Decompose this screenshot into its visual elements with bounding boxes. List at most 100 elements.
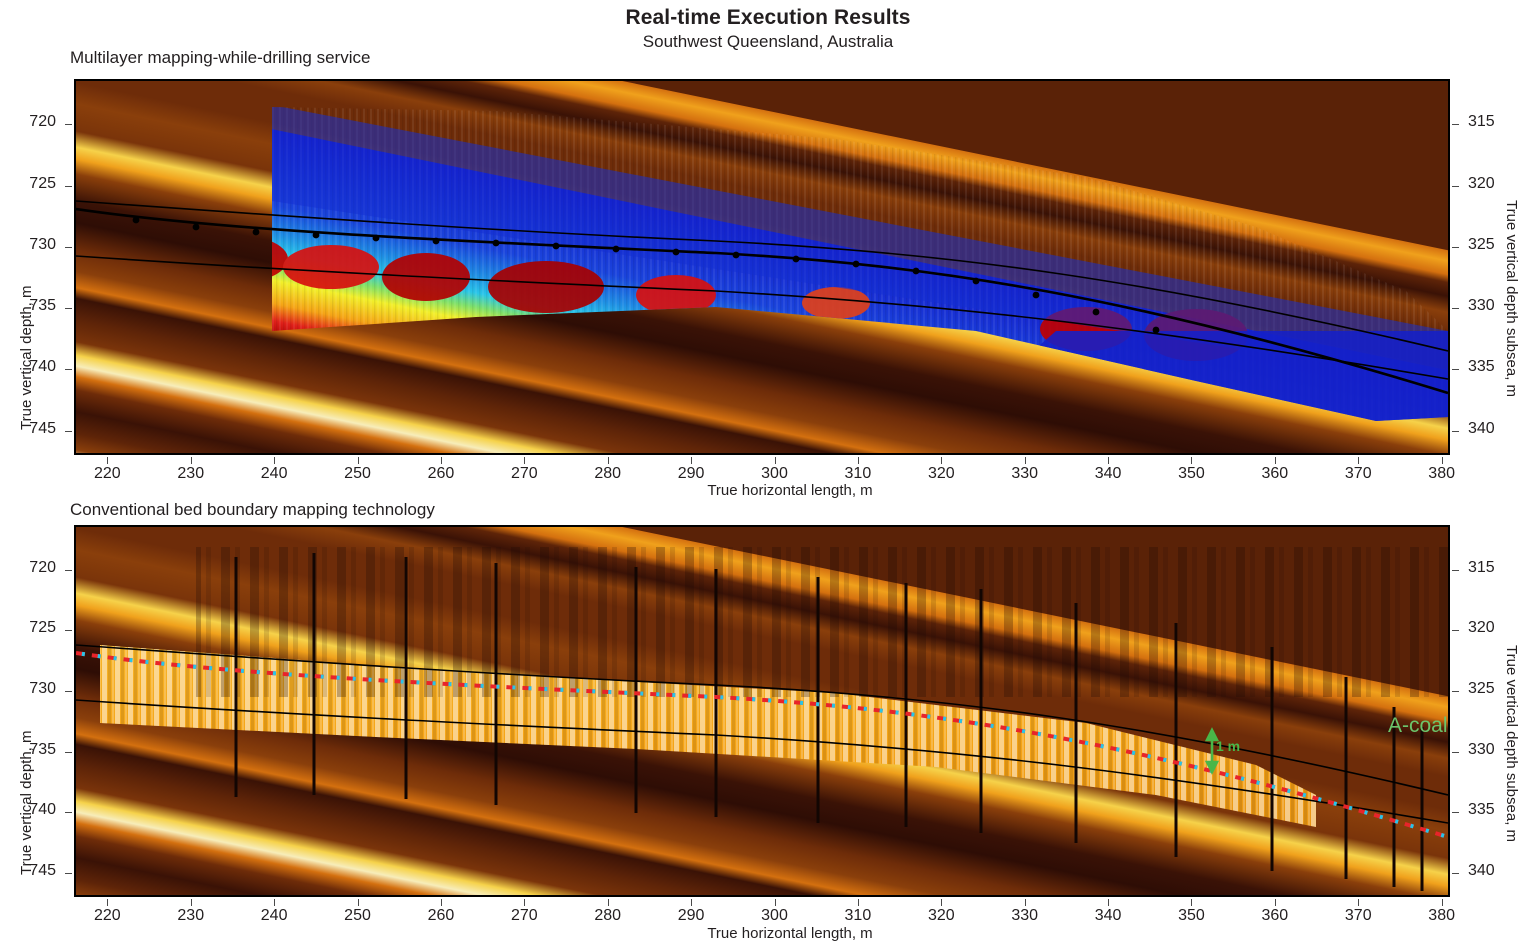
section-divider-lines [234,553,1424,891]
panel-1-ytick-left-730: 730 [29,680,56,697]
panel-0-ytick-left-730: 730 [29,235,56,253]
panel-0-ytick-left-735: 735 [29,297,56,315]
panel-1-xtick-290: 290 [677,907,705,924]
panel-1-xtickmark-240 [274,899,276,906]
panel-0-xtick-360: 360 [1261,465,1289,482]
panel-1-xtickmark-230 [190,899,192,906]
panel-1-xtickmark-300 [774,899,776,906]
panel-0-xtick-330: 330 [1011,465,1039,482]
panel-0-ytickmark-left-745 [65,430,72,432]
panel-1-xtick-330: 330 [1011,907,1039,924]
panel-top-plot-area[interactable] [74,79,1450,455]
panel-1-ytickmark-right-340 [1452,872,1459,874]
panel-1-xtick-350: 350 [1178,907,1205,924]
panel-1-ytickmark-right-320 [1452,630,1459,632]
panel-0-xtickmark-330 [1024,457,1026,464]
panel-1-xtick-230: 230 [177,907,205,924]
panel-1-ytick-right-320: 320 [1468,619,1495,637]
a-coal-label: A-coal [1388,714,1448,737]
panel-1-ytickmark-right-325 [1452,691,1459,692]
panel-0-ytick-left-725: 725 [29,174,56,192]
panel-0-xtick-240: 240 [260,465,288,482]
panel-0-ytickmark-right-315 [1452,124,1459,126]
panel-1-xtick-270: 270 [510,907,538,924]
panel-1-ytick-right-325: 325 [1468,680,1495,697]
panel-bottom-caption: Conventional bed boundary mapping techno… [70,500,435,519]
panel-1-xtick-320: 320 [927,907,955,924]
panel-0-xtick-220: 220 [93,465,121,482]
panel-1-xtickmark-340 [1108,899,1110,906]
log-sample-columns [196,547,1448,697]
panel-0-xtickmark-350 [1191,457,1193,464]
panel-0-xtickmark-260 [440,457,442,464]
panel-0-xtickmark-250 [357,457,359,464]
panel-1-xtick-280: 280 [594,907,622,924]
well-trajectory [76,207,1448,395]
panel-1-xtickmark-380 [1441,899,1443,906]
panel-1-ytick-right-340: 340 [1468,861,1495,879]
panel-1-xtickmark-280 [607,899,609,906]
panel-0-xtick-290: 290 [677,465,705,482]
panel-0-ytickmark-right-340 [1452,430,1459,432]
panel-1-ytick-left-720: 720 [29,558,56,576]
panel-0-xtickmark-230 [190,457,192,464]
panel-0-xtickmark-380 [1441,457,1443,464]
panel-1-xtickmark-250 [357,899,359,906]
panel-1-xtick-240: 240 [260,907,288,924]
panel-1-ytickmark-left-720 [65,569,72,571]
bed-boundary-lower [76,255,1448,380]
panel-1-xtickmark-220 [107,899,109,906]
panel-0-xtick-250: 250 [344,465,371,482]
panel-0-ytick-right-325: 325 [1468,235,1495,253]
panel-1-ytickmark-right-335 [1452,812,1459,814]
panel-1-ytick-left-725: 725 [29,619,56,637]
panel-0-xtickmark-340 [1108,457,1110,464]
panel-0-ytickmark-right-335 [1452,369,1459,371]
panel-0-ytick-right-320: 320 [1468,174,1495,192]
panel-1-xtick-380: 380 [1428,907,1455,924]
panel-0-ytick-right-315: 315 [1468,113,1495,131]
panel-0-ytickmark-left-725 [65,185,72,187]
panel-bottom-canvas [76,527,1448,895]
panel-0-ytick-left-740: 740 [29,358,56,376]
panel-0-ytick-left-720: 720 [29,113,56,131]
well-trajectory-dashed [76,651,1448,839]
panel-0-xtickmark-240 [274,457,276,464]
mapped-boundary-upper [76,644,1448,796]
panel-0-xtick-310: 310 [844,465,872,482]
panel-bottom-plot-area[interactable] [74,525,1450,897]
panel-0-xtickmark-220 [107,457,109,464]
panel-0-ytick-left-745: 745 [29,419,56,437]
panel-0-xtickmark-300 [774,457,776,464]
panel-0-xtick-320: 320 [927,465,955,482]
panel-0-xtick-260: 260 [427,465,455,482]
panel-0-xtick-380: 380 [1428,465,1455,482]
panel-1-ytickmark-left-730 [65,691,72,692]
panel-0-ytick-right-335: 335 [1468,358,1495,376]
panel-0-xtick-230: 230 [177,465,205,482]
panel-1-ytick-left-740: 740 [29,801,56,819]
panel-1-ytickmark-left-740 [65,812,72,814]
panel-1-ytick-right-335: 335 [1468,801,1495,819]
panel-1-xtick-260: 260 [427,907,455,924]
panel-1-xtickmark-360 [1274,899,1276,906]
panel-1-ytickmark-right-330 [1452,751,1459,753]
panel-1-xtick-300: 300 [761,907,788,924]
panel-1-xtickmark-310 [857,899,859,906]
survey-station-markers [132,216,1160,334]
panel-0-xtick-340: 340 [1094,465,1122,482]
panel-0-ytickmark-left-740 [65,369,72,371]
panel-1-xtickmark-260 [440,899,442,906]
panel-1-ytickmark-left-745 [65,872,72,874]
panel-0-ytickmark-right-320 [1452,185,1459,187]
panel-0-ytick-right-330: 330 [1468,297,1495,315]
panel-0-xtick-270: 270 [510,465,538,482]
panel-bottom-x-label: True horizontal length, m [707,925,873,942]
panel-0-xtickmark-310 [857,457,859,464]
mapped-boundary-lower [76,699,1448,824]
panel-1-xtickmark-330 [1024,899,1026,906]
panel-0-ytickmark-left-735 [65,308,72,310]
panel-1-ytickmark-left-725 [65,630,72,632]
panel-1-ytick-right-330: 330 [1468,740,1495,758]
